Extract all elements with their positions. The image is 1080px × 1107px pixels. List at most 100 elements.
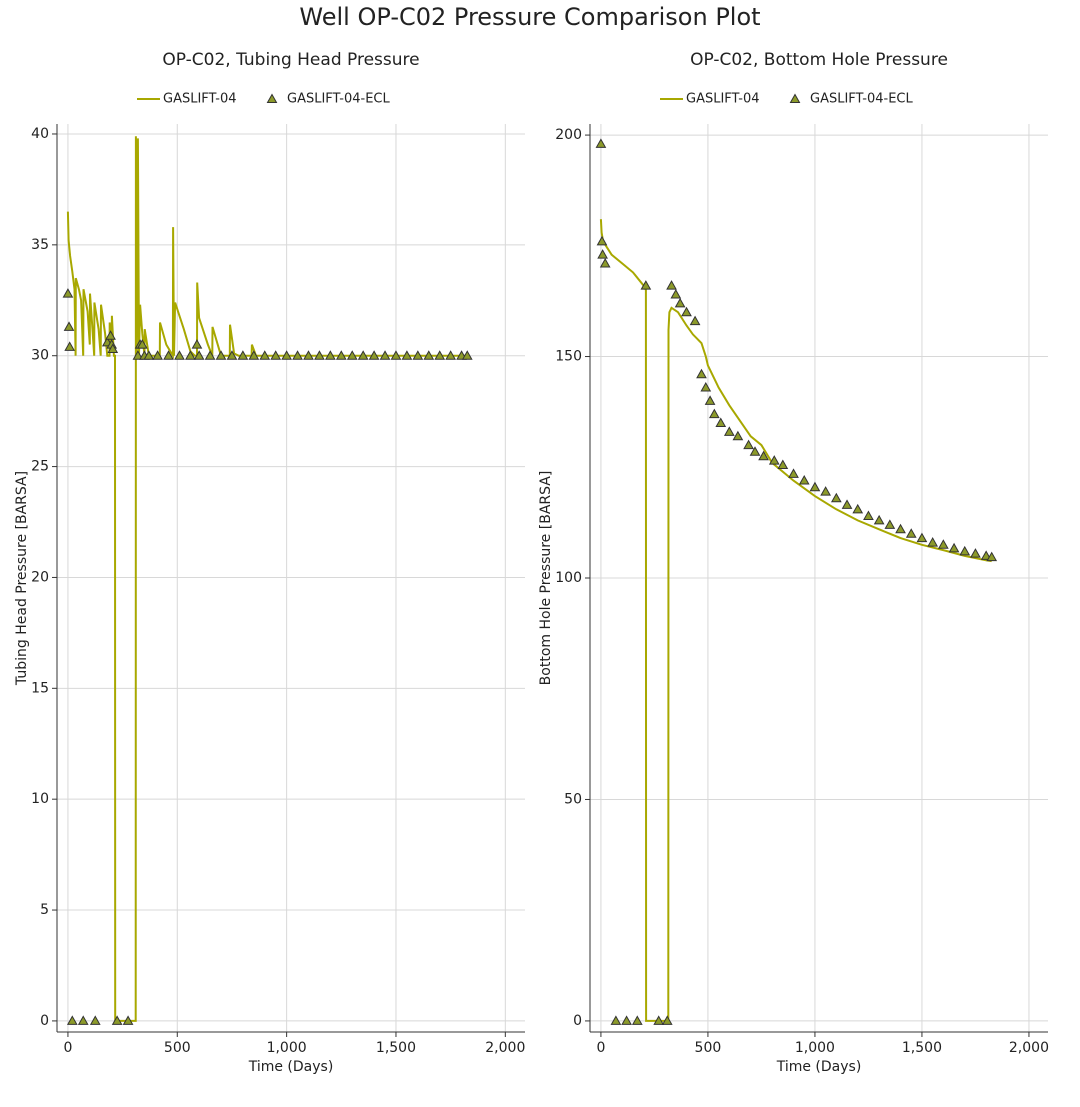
data-point — [89, 1015, 101, 1025]
x-tick-label: 1,500 — [902, 1040, 942, 1056]
data-point — [191, 339, 203, 349]
data-point — [111, 1015, 123, 1025]
data-point — [401, 350, 413, 360]
data-point — [959, 545, 971, 556]
data-point — [136, 339, 148, 349]
data-point — [809, 481, 821, 492]
legend-label: GASLIFT-04-ECL — [810, 92, 914, 107]
data-point — [640, 280, 652, 290]
data-point — [696, 368, 707, 379]
figure-title: Well OP-C02 Pressure Comparison Plot — [299, 3, 760, 31]
data-point — [596, 235, 608, 246]
y-tick-label: 0 — [573, 1013, 582, 1029]
data-point — [610, 1015, 622, 1025]
data-point — [681, 306, 692, 317]
data-point — [873, 514, 885, 525]
data-point — [107, 343, 119, 354]
x-tick-label: 1,000 — [795, 1040, 835, 1056]
data-point — [66, 1015, 78, 1025]
data-point — [749, 446, 761, 456]
x-tick-label: 0 — [63, 1040, 72, 1056]
data-point — [143, 350, 155, 360]
y-tick-label: 150 — [555, 349, 582, 365]
data-point — [863, 510, 874, 520]
data-point — [631, 1015, 643, 1025]
data-point — [132, 350, 144, 360]
x-tick-label: 1,500 — [376, 1040, 416, 1056]
legend-marker — [789, 93, 801, 103]
x-tick-label: 1,000 — [267, 1040, 307, 1056]
data-point — [597, 249, 608, 259]
data-point — [820, 486, 831, 496]
y-tick-label: 0 — [40, 1013, 49, 1029]
data-point — [163, 350, 174, 360]
data-point — [708, 408, 720, 419]
y-tick-label: 30 — [31, 348, 49, 364]
data-point — [314, 350, 325, 360]
data-point — [905, 528, 917, 538]
data-point — [895, 523, 906, 534]
data-point — [732, 430, 744, 441]
x-tick-label: 500 — [164, 1040, 191, 1056]
y-tick-label: 15 — [31, 680, 49, 696]
data-point — [412, 350, 424, 360]
data-point — [325, 350, 336, 360]
legend-label: GASLIFT-04 — [686, 92, 760, 107]
y-axis-label: Bottom Hole Pressure [BARSA] — [538, 471, 554, 686]
y-tick-label: 35 — [31, 237, 49, 253]
data-point — [105, 330, 116, 340]
data-point — [715, 417, 727, 427]
data-point — [461, 350, 473, 360]
data-point — [768, 455, 780, 465]
data-point — [226, 350, 238, 360]
legend-label: GASLIFT-04 — [163, 92, 237, 107]
x-tick-label: 2,000 — [485, 1040, 525, 1056]
x-axis-label: Time (Days) — [248, 1059, 334, 1075]
data-point — [270, 350, 282, 360]
data-point — [841, 499, 853, 509]
data-point — [193, 350, 205, 360]
data-point — [621, 1015, 632, 1025]
data-point — [986, 551, 998, 562]
chart-title: OP-C02, Bottom Hole Pressure — [690, 50, 948, 70]
x-tick-label: 500 — [695, 1040, 722, 1056]
data-point — [653, 1015, 665, 1025]
data-point — [303, 350, 314, 360]
data-point — [777, 459, 789, 470]
data-point — [423, 350, 435, 360]
data-point — [215, 350, 227, 360]
data-point — [916, 532, 928, 543]
y-tick-label: 25 — [31, 459, 49, 475]
y-tick-label: 5 — [40, 902, 49, 918]
data-point — [357, 350, 369, 360]
data-point — [852, 503, 864, 514]
data-point — [788, 468, 799, 478]
data-point — [63, 321, 75, 331]
data-point — [927, 537, 938, 547]
data-point — [445, 350, 456, 360]
data-point — [670, 289, 682, 299]
data-point — [830, 492, 842, 503]
legend-label: GASLIFT-04-ECL — [287, 92, 391, 107]
y-tick-label: 100 — [555, 570, 582, 586]
data-point — [661, 1015, 673, 1025]
x-tick-label: 2,000 — [1009, 1040, 1049, 1056]
data-point — [185, 350, 196, 360]
data-point — [937, 539, 949, 549]
data-point — [743, 439, 754, 450]
data-point — [674, 297, 686, 308]
data-point — [970, 548, 981, 558]
data-point — [368, 350, 380, 360]
legend-marker — [266, 93, 278, 103]
data-point — [758, 450, 769, 461]
data-point — [689, 315, 701, 326]
data-point — [281, 350, 292, 360]
y-tick-label: 20 — [31, 569, 49, 585]
data-point — [948, 542, 960, 553]
data-point — [798, 475, 810, 485]
y-tick-label: 200 — [555, 127, 582, 143]
data-point — [248, 350, 260, 360]
data-point — [379, 350, 391, 360]
data-point — [122, 1015, 134, 1025]
